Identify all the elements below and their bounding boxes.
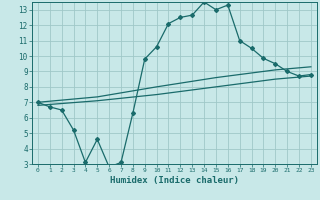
X-axis label: Humidex (Indice chaleur): Humidex (Indice chaleur) — [110, 176, 239, 185]
